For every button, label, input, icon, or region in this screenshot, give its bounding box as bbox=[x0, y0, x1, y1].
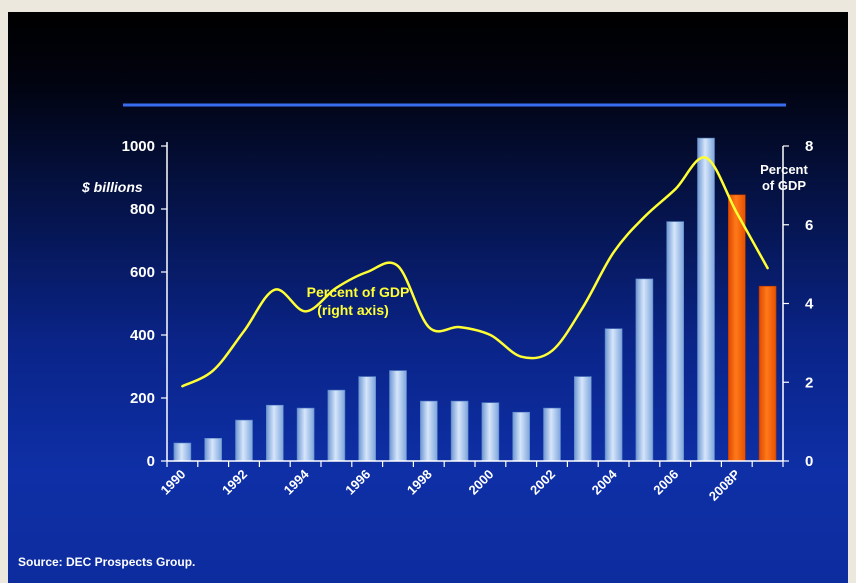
bar-1998 bbox=[419, 400, 438, 462]
bars-layer bbox=[173, 137, 777, 462]
x-tick-label: 1998 bbox=[404, 467, 435, 498]
bar-1999 bbox=[450, 400, 469, 462]
bar-2008P bbox=[727, 194, 746, 462]
percent-of-gdp-line bbox=[181, 156, 769, 388]
gdp-line-layer bbox=[181, 156, 769, 388]
chart: 0 200 400 600 800 1000 0 2 4 6 8 1990 1992 1994 1996 19… bbox=[81, 103, 814, 504]
y2-axis-title-line2: of GDP bbox=[762, 178, 806, 193]
y-axis-title: $ billions bbox=[81, 179, 143, 195]
y-tick-label: 800 bbox=[130, 201, 155, 218]
y-tick-label: 600 bbox=[130, 264, 155, 281]
bar-2007 bbox=[697, 137, 715, 462]
x-tick-label: 2002 bbox=[527, 467, 558, 498]
bar-1996 bbox=[358, 376, 377, 462]
axes-layer bbox=[161, 142, 789, 467]
y2-tick-label: 2 bbox=[805, 374, 813, 391]
y2-tick-label: 4 bbox=[805, 296, 814, 313]
y-tick-label: 0 bbox=[147, 453, 155, 470]
bar-2001 bbox=[512, 411, 531, 462]
bar-1991 bbox=[204, 437, 222, 462]
bar-1993 bbox=[265, 404, 284, 462]
y-tick-label: 400 bbox=[130, 327, 155, 344]
x-tick-label: 1990 bbox=[157, 467, 188, 498]
y2-axis-title-line1: Percent bbox=[760, 162, 808, 177]
y-tick-label: 1000 bbox=[122, 138, 155, 155]
bar-1992 bbox=[235, 419, 253, 462]
bar-1997 bbox=[389, 370, 407, 462]
x-tick-label: 1992 bbox=[219, 467, 250, 498]
bar-2006 bbox=[666, 221, 685, 462]
source-note: Source: DEC Prospects Group. bbox=[18, 555, 196, 569]
bar-2004 bbox=[604, 328, 623, 462]
x-tick-label: 1994 bbox=[281, 466, 313, 498]
bar-2009 bbox=[758, 285, 777, 462]
x-tick-label: 2004 bbox=[589, 466, 621, 498]
x-tick-label: 1996 bbox=[342, 467, 373, 498]
y2-tick-label: 8 bbox=[805, 138, 813, 155]
x-tick-label: 2006 bbox=[650, 467, 681, 498]
slide: 0 200 400 600 800 1000 0 2 4 6 8 1990 1992 1994 1996 19… bbox=[8, 12, 848, 583]
bar-1995 bbox=[327, 389, 346, 462]
gdp-annotation-line1: Percent of GDP bbox=[307, 284, 410, 300]
y2-tick-label: 0 bbox=[805, 453, 813, 470]
bar-2002 bbox=[543, 407, 561, 462]
bar-2005 bbox=[635, 278, 654, 462]
bar-2000 bbox=[481, 402, 500, 462]
bar-2003 bbox=[573, 376, 592, 462]
x-tick-label: 2008P bbox=[706, 466, 743, 503]
y-tick-label: 200 bbox=[130, 390, 155, 407]
y2-tick-label: 6 bbox=[805, 217, 813, 234]
gdp-annotation-line2: (right axis) bbox=[317, 302, 389, 318]
bar-1994 bbox=[296, 407, 315, 462]
x-tick-label: 2000 bbox=[465, 467, 496, 498]
bar-1990 bbox=[173, 442, 192, 462]
